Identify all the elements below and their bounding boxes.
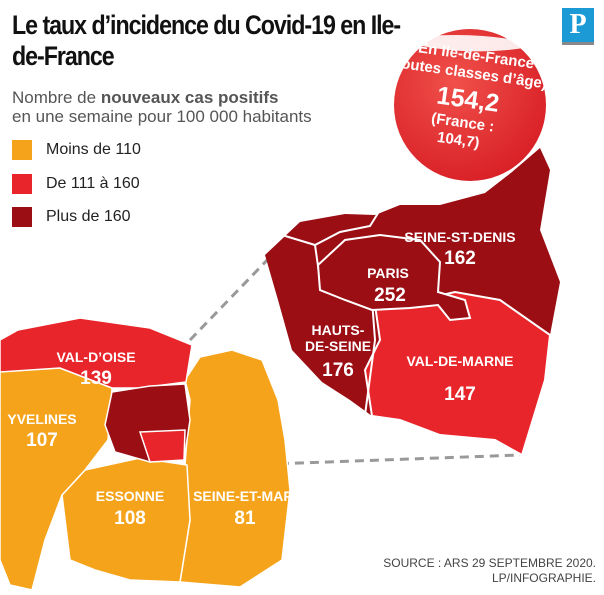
label-seine-et-marne: SEINE-ET-MARNE [193, 488, 313, 504]
label-paris: PARIS [367, 265, 409, 281]
legend-swatch [12, 174, 32, 194]
label-val-de-marne: VAL-DE-MARNE [406, 353, 513, 369]
page-title: Le taux d’incidence du Covid-19 en Ile-d… [12, 10, 401, 71]
sticker-line4: 104,7) [436, 129, 480, 152]
value-essonne: 108 [114, 508, 146, 529]
le-parisien-logo: P [562, 8, 594, 45]
source-note: SOURCE : ARS 29 SEPTEMBRE 2020. LP/INFOGR… [383, 556, 596, 586]
region-val-d-oise [0, 317, 193, 389]
legend-swatch [12, 207, 32, 227]
value-seine-st-denis: 162 [444, 248, 476, 269]
label-hauts-de-seine: HAUTS- [312, 322, 365, 338]
subtitle-bold: nouveaux cas positifs [100, 88, 279, 107]
region-val-de-marne [363, 290, 552, 457]
legend-label: De 111 à 160 [46, 175, 140, 192]
subtitle: Nombre de nouveaux cas positifs en une se… [12, 88, 312, 126]
subtitle-pre: Nombre de [12, 88, 101, 107]
subtitle-post: en une semaine pour 100 000 habitants [12, 107, 312, 126]
region-paris [316, 233, 472, 322]
legend-swatch [12, 140, 32, 160]
label-hauts-de-seine-2: DE-SEINE [305, 338, 371, 354]
legend-item-mid: De 111 à 160 [12, 174, 140, 194]
value-val-de-marne: 147 [444, 384, 476, 405]
sticker [394, 29, 546, 181]
sticker-peel [395, 35, 540, 52]
value-seine-et-marne: 81 [234, 508, 256, 529]
label-essonne: ESSONNE [96, 488, 164, 504]
value-hauts-de-seine: 176 [322, 360, 354, 381]
source-text: SOURCE : ARS 29 SEPTEMBRE 2020. [383, 556, 596, 570]
label-seine-st-denis: SEINE-ST-DENIS [404, 229, 515, 245]
region-val-de-marne-mini [138, 429, 186, 463]
legend-label: Moins de 110 [46, 141, 141, 158]
region-seine-et-marne [179, 349, 291, 588]
legend-item-low: Moins de 110 [12, 140, 141, 160]
value-paris: 252 [374, 285, 406, 306]
border-seine-st-denis [271, 209, 381, 247]
value-val-d-oise: 139 [80, 368, 112, 389]
credit-text: LP/INFOGRAPHIE. [491, 571, 596, 585]
zoom-connector [188, 253, 274, 342]
value-yvelines: 107 [26, 430, 58, 451]
zoom-connector [189, 453, 521, 469]
legend-label: Plus de 160 [46, 208, 131, 225]
legend-item-high: Plus de 160 [12, 207, 131, 227]
label-val-d-oise: VAL-D’OISE [56, 349, 135, 365]
label-yvelines: YVELINES [7, 411, 76, 427]
